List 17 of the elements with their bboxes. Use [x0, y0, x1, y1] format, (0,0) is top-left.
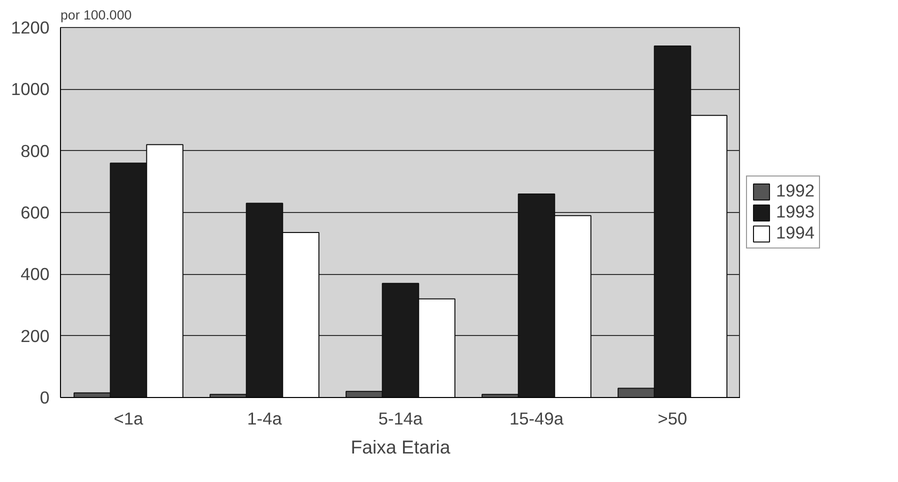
y-tick-label: 800: [20, 140, 50, 161]
x-tick-label: >50: [658, 408, 688, 428]
x-tick-label: 15-49a: [510, 408, 564, 428]
x-tick-label: <1a: [114, 408, 144, 428]
y-axis-title: por 100.000: [60, 8, 132, 22]
legend-label: 1992: [776, 180, 815, 202]
y-tick-label: 600: [20, 202, 50, 222]
y-tick-label: 0: [40, 388, 50, 408]
y-tick-label: 400: [20, 264, 50, 284]
x-axis-title: Faixa Etaria: [350, 436, 451, 458]
y-tick-label: 200: [20, 326, 50, 346]
y-tick-label: 1000: [10, 79, 50, 100]
legend-label: 1993: [776, 202, 815, 222]
x-tick-label: 1-4a: [247, 408, 282, 428]
x-tick-label: 5-14a: [378, 408, 424, 428]
y-tick-label: 1200: [10, 18, 50, 38]
legend-label: 1994: [776, 222, 815, 244]
